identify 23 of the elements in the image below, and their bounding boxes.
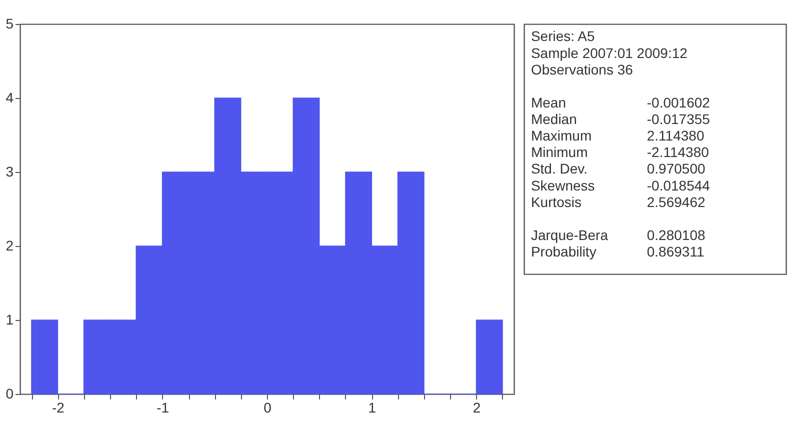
x-tick-label: 1	[368, 400, 376, 416]
x-tick-label: 0	[264, 400, 272, 416]
text: Minimum -2.114380	[530, 144, 709, 160]
x-tick-label: -1	[156, 400, 170, 416]
text: Jarque-Bera 0.280108	[530, 226, 706, 243]
text: Kurtosis 2.569462	[530, 194, 706, 210]
text: Observations 36	[530, 61, 634, 78]
y-tick-label: 2	[6, 238, 14, 254]
y-tick-label: 0	[6, 386, 14, 402]
text: Series: A5	[530, 28, 595, 44]
text: Skewness -0.018544	[530, 177, 710, 194]
text: Maximum 2.114380	[530, 128, 704, 144]
text: Median -0.017355	[530, 111, 710, 128]
x-tick-label: -2	[52, 400, 65, 416]
text: Sample 2007:01 2009:12	[530, 44, 688, 61]
text: Probability 0.869311	[530, 243, 704, 260]
y-tick-label: 3	[6, 164, 14, 180]
y-tick-label: 5	[6, 16, 14, 32]
y-tick-label: 4	[6, 90, 14, 106]
text: Mean -0.001602	[530, 94, 710, 110]
x-tick-label: 2	[472, 400, 481, 416]
text: Std. Dev. 0.970500	[530, 160, 706, 177]
y-tick-label: 1	[6, 312, 14, 328]
